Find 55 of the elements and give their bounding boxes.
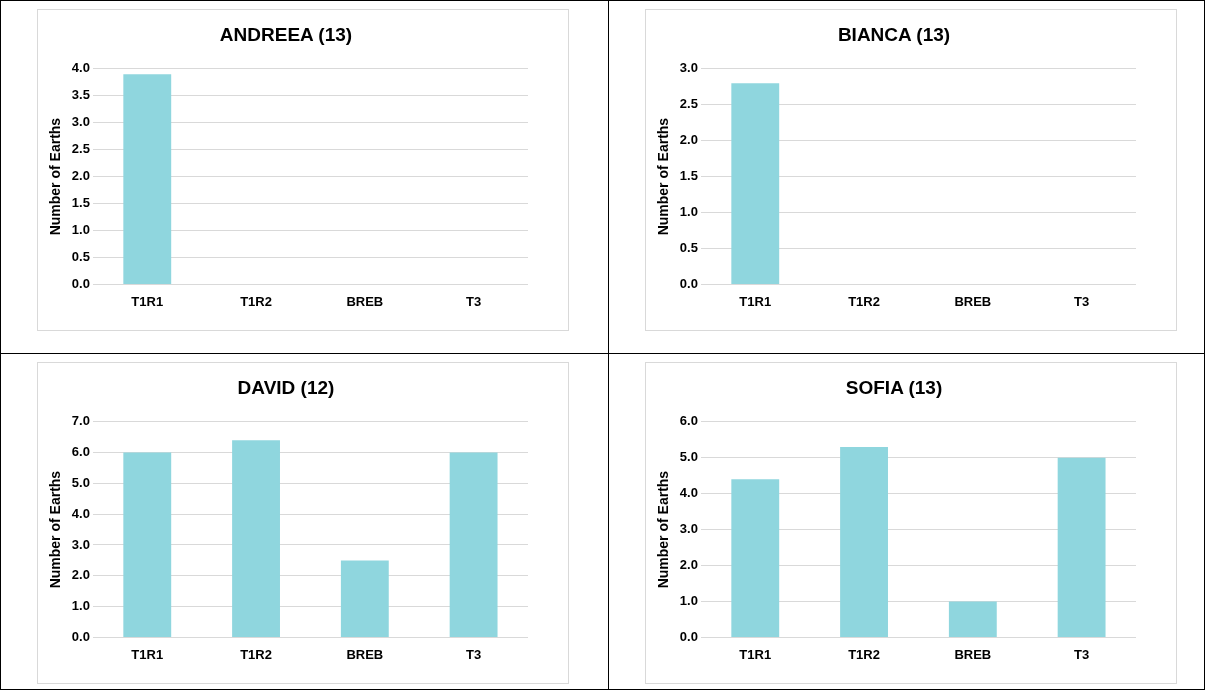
x-tick-label: BREB bbox=[346, 646, 384, 662]
x-tick-label: T3 bbox=[466, 646, 482, 662]
y-tick-label: 1.0 bbox=[71, 598, 90, 614]
y-axis-title: Number of Earths bbox=[47, 117, 64, 236]
y-tick-label: 0.0 bbox=[679, 628, 698, 644]
y-tick-label: 3.5 bbox=[71, 87, 90, 103]
y-tick-label: 0.0 bbox=[71, 628, 90, 644]
y-tick-label: 2.0 bbox=[71, 567, 90, 583]
y-tick-label: 6.0 bbox=[71, 444, 90, 460]
x-tick-label: T1R1 bbox=[131, 646, 164, 662]
y-tick-label: 0.5 bbox=[679, 240, 698, 256]
x-tick-label: BREB bbox=[954, 646, 992, 662]
x-tick-label: BREB bbox=[954, 293, 992, 309]
y-axis-title: Number of Earths bbox=[655, 470, 672, 589]
y-tick-label: 5.0 bbox=[71, 474, 90, 490]
y-tick-label: 0.5 bbox=[71, 249, 90, 265]
x-tick-label: T1R2 bbox=[240, 646, 272, 662]
y-tick-label: 5.0 bbox=[679, 449, 698, 465]
y-tick-label: 4.0 bbox=[71, 505, 90, 521]
x-tick-label: BREB bbox=[346, 293, 384, 309]
x-tick-label: T1R1 bbox=[739, 646, 772, 662]
y-tick-label: 0.0 bbox=[679, 275, 698, 291]
chart-title: ANDREEA (13) bbox=[219, 23, 353, 45]
chart-title: BIANCA (13) bbox=[837, 23, 951, 45]
y-tick-label: 2.5 bbox=[71, 141, 90, 157]
x-tick-label: T3 bbox=[1074, 293, 1090, 309]
y-tick-label: 3.0 bbox=[71, 114, 90, 130]
x-tick-label: T1R2 bbox=[240, 293, 272, 309]
y-tick-label: 0.0 bbox=[71, 275, 90, 291]
y-tick-label: 4.0 bbox=[679, 485, 698, 501]
chart-title: DAVID (12) bbox=[237, 376, 335, 398]
x-tick-label: T1R2 bbox=[848, 293, 880, 309]
y-tick-label: 7.0 bbox=[71, 413, 90, 429]
x-tick-label: T1R1 bbox=[739, 293, 772, 309]
y-tick-label: 1.0 bbox=[679, 204, 698, 220]
y-axis-title: Number of Earths bbox=[47, 470, 64, 589]
x-tick-label: T3 bbox=[1074, 646, 1090, 662]
y-tick-label: 1.0 bbox=[71, 222, 90, 238]
x-tick-label: T3 bbox=[466, 293, 482, 309]
y-tick-label: 3.0 bbox=[679, 521, 698, 537]
y-tick-label: 2.0 bbox=[679, 132, 698, 148]
y-tick-label: 2.5 bbox=[679, 96, 698, 112]
y-tick-label: 2.0 bbox=[71, 168, 90, 184]
y-tick-label: 6.0 bbox=[679, 413, 698, 429]
y-tick-label: 1.5 bbox=[679, 168, 698, 184]
chart-title: SOFIA (13) bbox=[845, 376, 943, 398]
x-tick-label: T1R1 bbox=[131, 293, 164, 309]
y-tick-label: 4.0 bbox=[71, 60, 90, 76]
x-tick-label: T1R2 bbox=[848, 646, 880, 662]
y-tick-label: 3.0 bbox=[71, 536, 90, 552]
y-axis-title: Number of Earths bbox=[655, 117, 672, 236]
y-tick-label: 1.0 bbox=[679, 593, 698, 609]
y-tick-label: 2.0 bbox=[679, 557, 698, 573]
y-tick-label: 3.0 bbox=[679, 60, 698, 76]
y-tick-label: 1.5 bbox=[71, 195, 90, 211]
